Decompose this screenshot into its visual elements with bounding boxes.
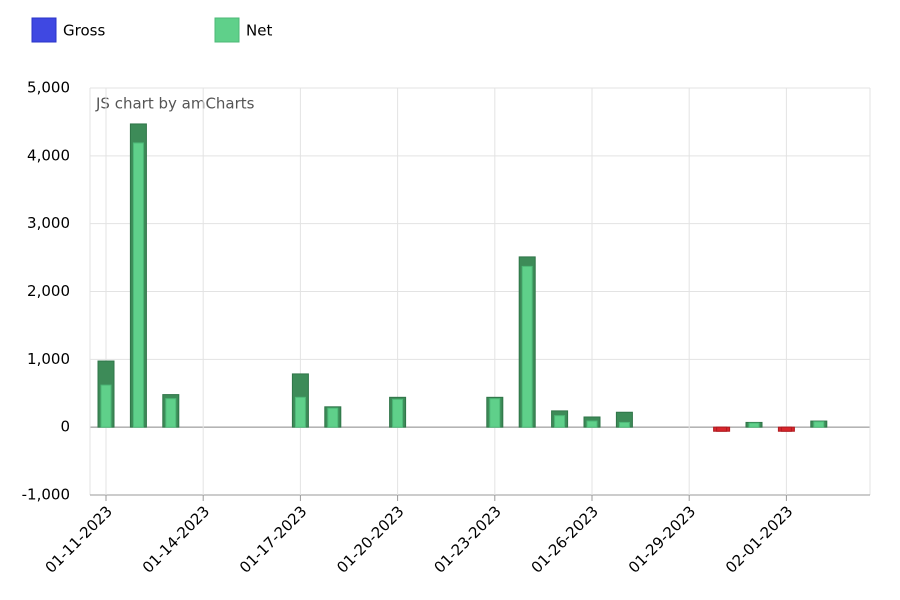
- y-tick-label: 2,000: [27, 282, 70, 300]
- bar: [618, 421, 630, 428]
- bar: [294, 396, 306, 428]
- legend-label: Gross: [63, 22, 105, 40]
- bar: [521, 265, 533, 428]
- bar: [327, 407, 339, 428]
- x-tick-label: 01-29-2023: [625, 502, 699, 576]
- legend-swatch: [214, 17, 240, 43]
- y-tick-label: 5,000: [27, 79, 70, 97]
- bar: [554, 415, 566, 428]
- bar: [489, 398, 501, 428]
- legend-label: Net: [246, 22, 272, 40]
- watermark: JS chart by amCharts: [95, 95, 255, 113]
- y-tick-label: 1,000: [27, 350, 70, 368]
- bar: [100, 384, 112, 428]
- x-tick-label: 01-26-2023: [528, 502, 602, 576]
- y-tick-label: 3,000: [27, 214, 70, 232]
- y-tick-label: 0: [60, 418, 70, 436]
- x-tick-label: 02-01-2023: [722, 502, 796, 576]
- x-tick-label: 01-20-2023: [333, 502, 407, 576]
- y-tick-label: -1,000: [22, 486, 70, 504]
- bar: [716, 426, 728, 432]
- bar: [748, 422, 760, 428]
- x-tick-label: 01-17-2023: [236, 502, 310, 576]
- bar: [392, 398, 404, 428]
- legend-swatch: [31, 17, 57, 43]
- bar: [586, 420, 598, 428]
- y-tick-label: 4,000: [27, 146, 70, 164]
- bar: [813, 421, 825, 428]
- bar: [780, 426, 792, 432]
- bar: [132, 142, 144, 428]
- x-tick-label: 01-11-2023: [42, 502, 116, 576]
- x-tick-label: 01-23-2023: [430, 502, 504, 576]
- x-tick-label: 01-14-2023: [139, 502, 213, 576]
- bar: [165, 398, 177, 428]
